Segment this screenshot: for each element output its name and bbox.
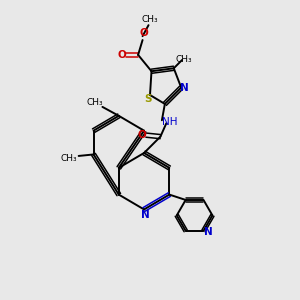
Text: CH₃: CH₃ bbox=[87, 98, 103, 107]
Text: N: N bbox=[141, 210, 150, 220]
Text: S: S bbox=[144, 94, 152, 103]
Text: CH₃: CH₃ bbox=[176, 55, 193, 64]
Text: CH₃: CH₃ bbox=[61, 154, 77, 163]
Text: N: N bbox=[205, 227, 213, 237]
Text: CH₃: CH₃ bbox=[142, 15, 158, 24]
Text: O: O bbox=[140, 28, 148, 38]
Text: O: O bbox=[117, 50, 126, 60]
Text: N: N bbox=[180, 82, 189, 93]
Text: O: O bbox=[138, 130, 146, 140]
Text: NH: NH bbox=[162, 117, 177, 127]
